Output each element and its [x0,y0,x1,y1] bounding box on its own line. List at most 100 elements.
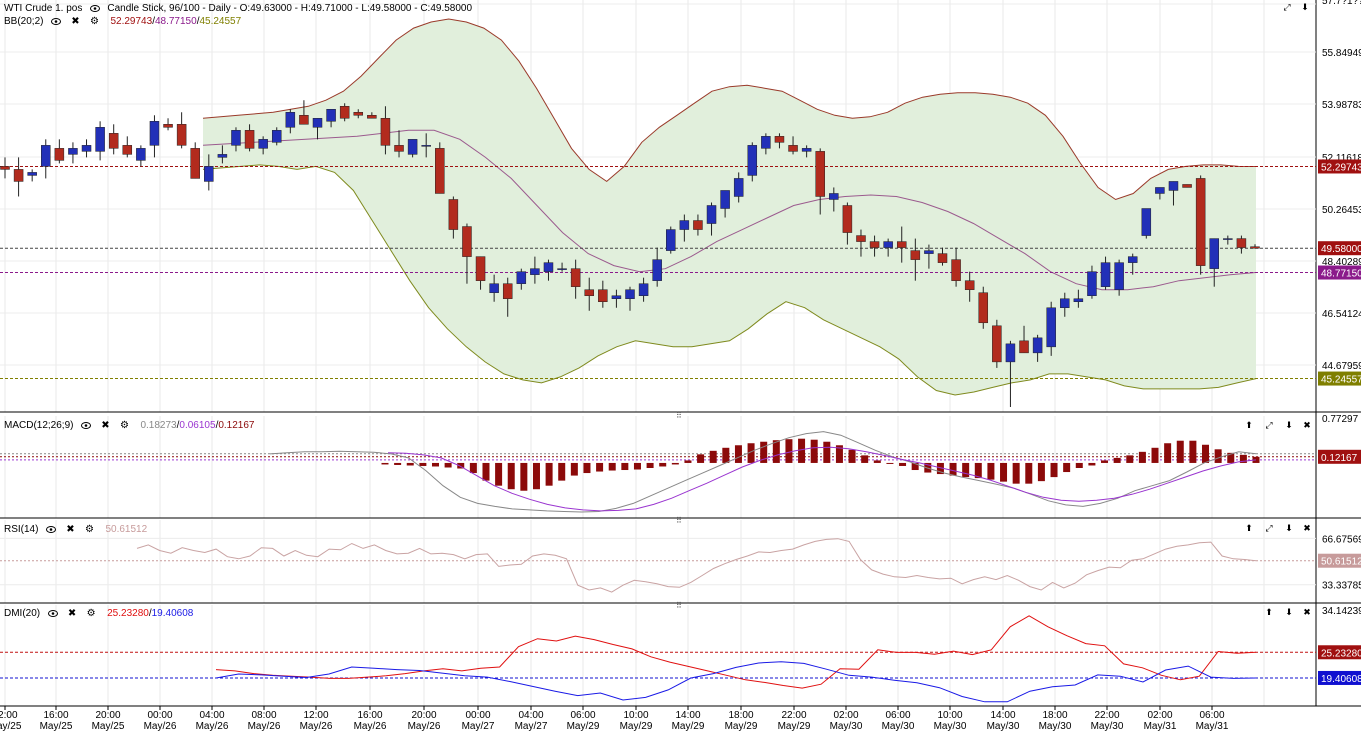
rsi-y-tick: 66.67569 [1322,534,1361,545]
macd-histogram-bar [532,462,540,490]
macd-histogram-bar [772,440,780,463]
bb-mid-line [202,129,1257,291]
macd-histogram-bar [886,462,894,464]
candle-body [394,145,404,152]
candle-body [1209,238,1219,269]
bb-upper-line [202,18,1257,201]
candle-body [951,259,961,281]
eye-icon[interactable] [49,14,63,28]
maximize-icon[interactable]: ⤢ [1283,1,1291,12]
candle-body [1155,187,1165,194]
x-tick-time: 12:00 [303,710,328,721]
candle-body [407,139,418,155]
candle-body [435,148,445,194]
macd-hist-value: 0.12167 [218,419,255,431]
maximize-icon[interactable]: ⤢ [1265,522,1273,533]
x-tick-date: May/27 [515,721,548,732]
eye-icon[interactable] [79,418,93,432]
dmi-minus-line [215,661,1257,703]
candle-body [774,136,785,143]
macd-value: 0.18273 [140,419,177,431]
gear-icon[interactable]: ⚙ [84,523,94,535]
macd-value-tag: 0.12167 [1321,453,1358,464]
dmi-y-tick: 34.14239 [1322,606,1361,617]
macd-histogram-bar [936,462,944,475]
gear-icon[interactable]: ⚙ [119,419,129,431]
macd-histogram-bar [962,462,970,478]
candle-body [1236,238,1247,248]
rsi-y-tick: 33.33785 [1322,581,1361,592]
arrow-up-icon[interactable]: ⬆ [1245,522,1253,533]
candle-body [625,289,635,299]
eye-icon[interactable] [88,1,102,15]
candle-body [720,190,730,209]
x-tick-date: May/26 [144,721,177,732]
x-tick-date: May/26 [408,721,441,732]
macd-histogram-bar [482,462,490,481]
macd-histogram-bar [1202,444,1210,463]
x-tick-time: 06:00 [885,710,910,721]
close-icon[interactable]: ✖ [66,523,75,535]
last-price-tag-box [1318,241,1361,256]
candle-body [924,250,934,254]
candle-body [1168,181,1179,191]
x-tick-time: 20:00 [95,710,120,721]
candle-body [1250,246,1260,249]
gear-icon[interactable]: ⚙ [86,607,96,619]
x-tick-time: 04:00 [518,710,543,721]
maximize-icon[interactable]: ⤢ [1265,419,1273,430]
macd-histogram-bar [848,449,856,463]
candle-body [937,253,948,263]
y-tick-label: 48.40289 [1322,257,1361,268]
y-tick-label: 44.67959 [1322,361,1361,372]
candle-body [856,235,866,242]
candle-body [462,226,472,257]
arrow-down-icon[interactable]: ⬇ [1285,419,1293,430]
candle-body [530,268,540,275]
close-icon[interactable]: ✖ [101,419,110,431]
x-tick-time: 16:00 [357,710,382,721]
dmi-minus-tag-box [1318,670,1361,685]
macd-histogram-bar [406,462,414,466]
eye-icon[interactable] [46,606,60,620]
close-icon[interactable]: ✖ [1303,522,1311,533]
close-icon[interactable]: ✖ [1303,606,1311,617]
macd-histogram-bar [558,462,566,481]
candle-body [896,241,907,248]
candle-body [829,193,839,200]
candle-body [54,148,65,161]
close-icon[interactable]: ✖ [67,607,77,619]
candle-body [584,289,594,296]
close-icon[interactable]: ✖ [71,15,80,27]
candle-body [217,154,228,158]
x-tick-time: 04:00 [199,710,224,721]
candle-body [666,229,676,251]
close-icon[interactable]: ✖ [1303,419,1311,430]
gear-icon[interactable]: ⚙ [89,15,99,27]
arrow-down-icon[interactable]: ⬇ [1301,1,1309,12]
candle-body [570,268,581,287]
macd-histogram-bar [785,439,793,463]
x-tick-time: 18:00 [1042,710,1067,721]
rsi-value-tag-box [1318,553,1361,568]
arrow-up-icon[interactable]: ⬆ [1265,606,1273,617]
macd-histogram-bar [1227,452,1235,463]
macd-histogram-bar [1126,455,1134,463]
candle-body [502,283,513,299]
rsi-value-tag: 50.61512 [1321,557,1361,568]
macd-histogram-bar [1075,462,1083,468]
macd-histogram-bar [596,462,604,472]
candle-body [122,145,133,155]
bb-mid-value: 48.77150 [154,15,197,27]
instrument-title: WTI Crude 1. pos [4,2,83,14]
arrow-down-icon[interactable]: ⬇ [1285,522,1293,533]
x-tick-time: 08:00 [251,710,276,721]
arrow-down-icon[interactable]: ⬇ [1285,606,1293,617]
arrow-up-icon[interactable]: ⬆ [1245,419,1253,430]
eye-icon[interactable] [44,522,58,536]
macd-histogram-bar [545,462,553,486]
x-tick-time: 10:00 [623,710,648,721]
candle-body [1141,208,1152,236]
macd-separator: / [215,419,219,431]
